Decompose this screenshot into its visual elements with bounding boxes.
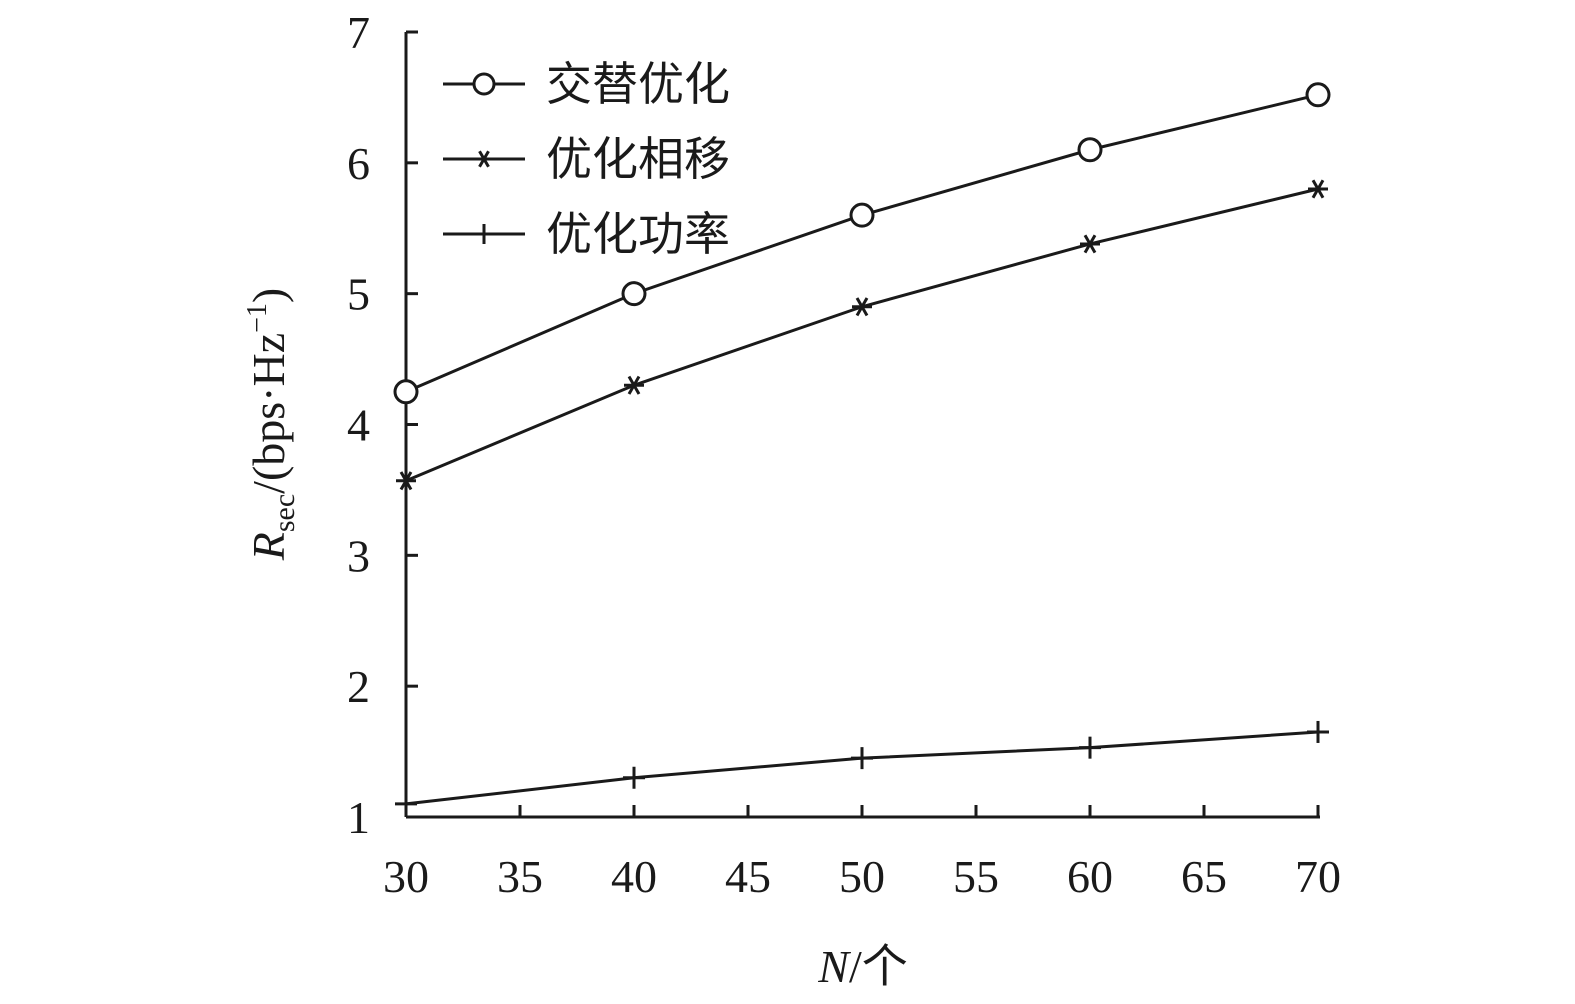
x-tick-label: 55 [953,851,999,902]
y-axis-var: R [243,532,294,561]
x-tick-label: 65 [1181,851,1227,902]
data-point-circle [1305,82,1331,108]
x-tick-label: 30 [383,851,429,902]
y-tick-label: 7 [347,7,370,58]
asterisk-stroke [627,375,641,395]
legend-item-power: 优化功率 [443,207,730,261]
asterisk-stroke [399,471,413,491]
data-point-asterisk [852,297,872,317]
legend-label: 优化功率 [546,207,730,261]
series-asterisk [396,179,1328,491]
data-point-asterisk [1308,179,1328,199]
x-axis-title: N/个 [817,941,907,992]
x-tick-label: 50 [839,851,885,902]
plus-marker [474,224,494,244]
asterisk-marker [475,150,493,168]
legend: 交替优化 优化相移 优化功率 [443,57,730,261]
data-point-plus [395,792,417,815]
x-tick-label: 70 [1295,851,1341,902]
series-line-asterisk [405,187,1319,483]
x-tick-label: 45 [725,851,771,902]
circle-marker [472,72,496,96]
y-axis-sub: sec [268,494,301,532]
data-point-plus [851,747,873,770]
y-axis-unit-prefix: /(bps·Hz [243,333,294,494]
x-tick-label: 35 [497,851,543,902]
asterisk-stroke [1083,234,1097,254]
x-axis-unit: /个 [849,941,908,992]
x-tick-label: 40 [611,851,657,902]
data-point-circle [393,379,419,405]
y-axis-title: Rsec/(bps·Hz−1) [242,288,301,562]
data-point-asterisk [624,375,644,395]
y-ticks: 1 2 3 4 5 6 7 [347,7,418,843]
legend-item-phase-shift: 优化相移 [443,132,730,186]
data-point-plus [623,766,645,789]
data-point-circle [1077,137,1103,163]
asterisk-stroke [1311,179,1325,199]
y-tick-label: 5 [347,269,370,320]
data-point-circle [849,202,875,228]
y-tick-label: 4 [347,400,370,451]
legend-item-alternating: 交替优化 [443,57,730,111]
y-axis-sup: −1 [242,303,273,333]
data-point-plus [1307,720,1329,743]
x-axis-var: N [817,941,851,992]
y-tick-label: 6 [347,138,370,189]
data-point-circle [621,281,647,307]
y-axis-unit-suffix: ) [243,288,294,303]
series-layer [393,82,1331,815]
asterisk-stroke [855,297,869,317]
series-plus [395,720,1329,815]
y-tick-label: 1 [347,792,370,843]
x-tick-label: 60 [1067,851,1113,902]
x-ticks: 30 35 40 45 50 55 60 65 70 [383,805,1341,902]
y-tick-label: 3 [347,530,370,581]
legend-label: 交替优化 [546,57,730,111]
series-line-circle [405,93,1319,394]
data-point-asterisk [1080,234,1100,254]
y-tick-label: 2 [347,661,370,712]
legend-label: 优化相移 [546,132,730,186]
data-point-plus [1079,736,1101,759]
series-circle [393,82,1331,405]
data-point-asterisk [396,471,416,491]
